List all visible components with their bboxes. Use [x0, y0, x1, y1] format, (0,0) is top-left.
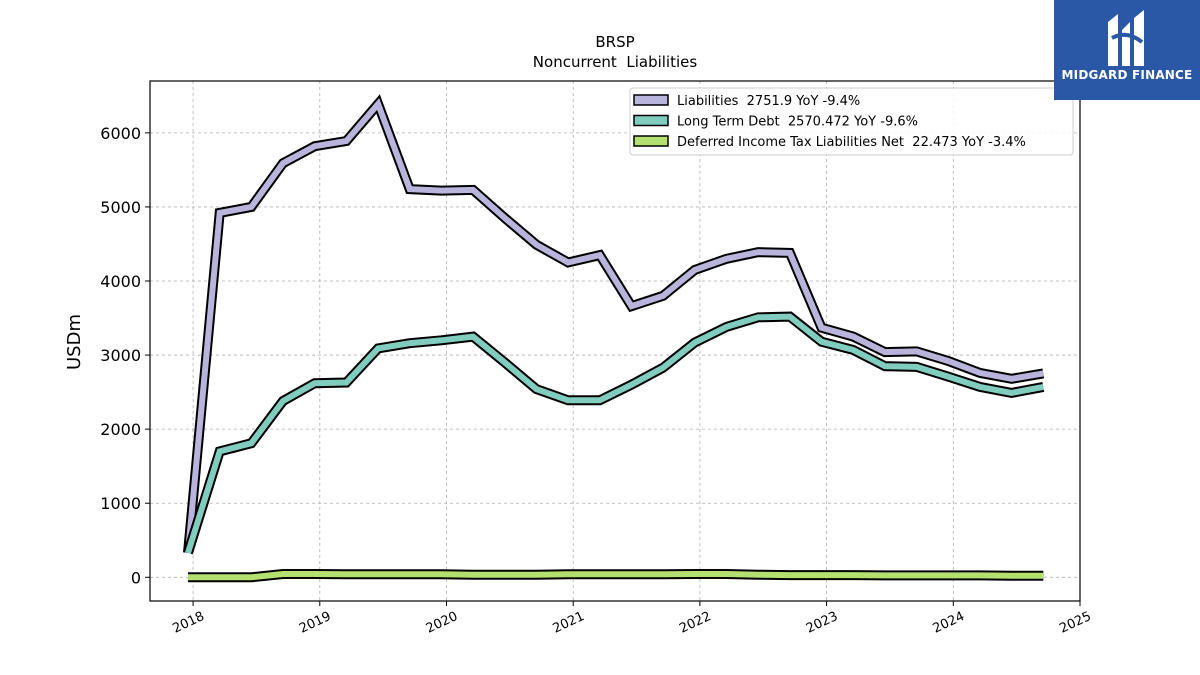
- y-tick-label: 5000: [100, 198, 141, 217]
- brand-logo-text: MIDGARD FINANCE: [1061, 68, 1193, 82]
- x-tick-label: 2024: [931, 609, 967, 637]
- y-axis: 0 1000 2000 3000 4000 5000 6000: [100, 124, 150, 587]
- x-tick-label: 2018: [170, 609, 206, 637]
- midgard-logo-icon: [1108, 10, 1144, 66]
- x-tick-label: 2019: [297, 609, 333, 637]
- legend-box: [629, 87, 1074, 156]
- x-tick-label: 2020: [424, 609, 460, 637]
- y-tick-label: 2000: [100, 420, 141, 439]
- x-tick-label: 2023: [804, 609, 840, 637]
- x-axis: 2018 2019 2020 2021 2022 2023 2024 2025: [170, 601, 1094, 637]
- x-tick-label: 2022: [677, 609, 713, 637]
- series-line-2: [188, 571, 1044, 581]
- chart-title: BRSP: [595, 33, 634, 51]
- y-tick-label: 6000: [100, 124, 141, 143]
- series-line-0: [185, 98, 1044, 554]
- series-lines: [183, 94, 1045, 583]
- x-tick-label: 2021: [551, 609, 587, 637]
- legend-swatch: [633, 135, 669, 147]
- legend: Liabilities 2751.9 YoY -9.4% Long Term De…: [629, 87, 1074, 156]
- y-tick-label: 4000: [100, 272, 141, 291]
- legend-label: Long Term Debt 2570.472 YoY -9.6%: [677, 115, 918, 130]
- brand-logo: MIDGARD FINANCE: [1054, 0, 1200, 100]
- chart-subtitle: Noncurrent Liabilities: [533, 53, 698, 71]
- plot-frame: [149, 80, 1081, 602]
- series-outline-0: [183, 94, 1045, 554]
- legend-label: Liabilities 2751.9 YoY -9.4%: [677, 94, 860, 109]
- legend-swatch: [633, 94, 669, 106]
- y-tick-label: 3000: [100, 346, 141, 365]
- y-tick-label: 1000: [100, 494, 141, 513]
- y-tick-label: 0: [131, 568, 141, 587]
- legend-label: Deferred Income Tax Liabilities Net 22.4…: [677, 135, 1026, 150]
- y-axis-label: USDm: [64, 314, 85, 370]
- x-tick-label: 2025: [1057, 609, 1093, 637]
- legend-swatch: [633, 114, 669, 127]
- series-line-1: [185, 313, 1044, 554]
